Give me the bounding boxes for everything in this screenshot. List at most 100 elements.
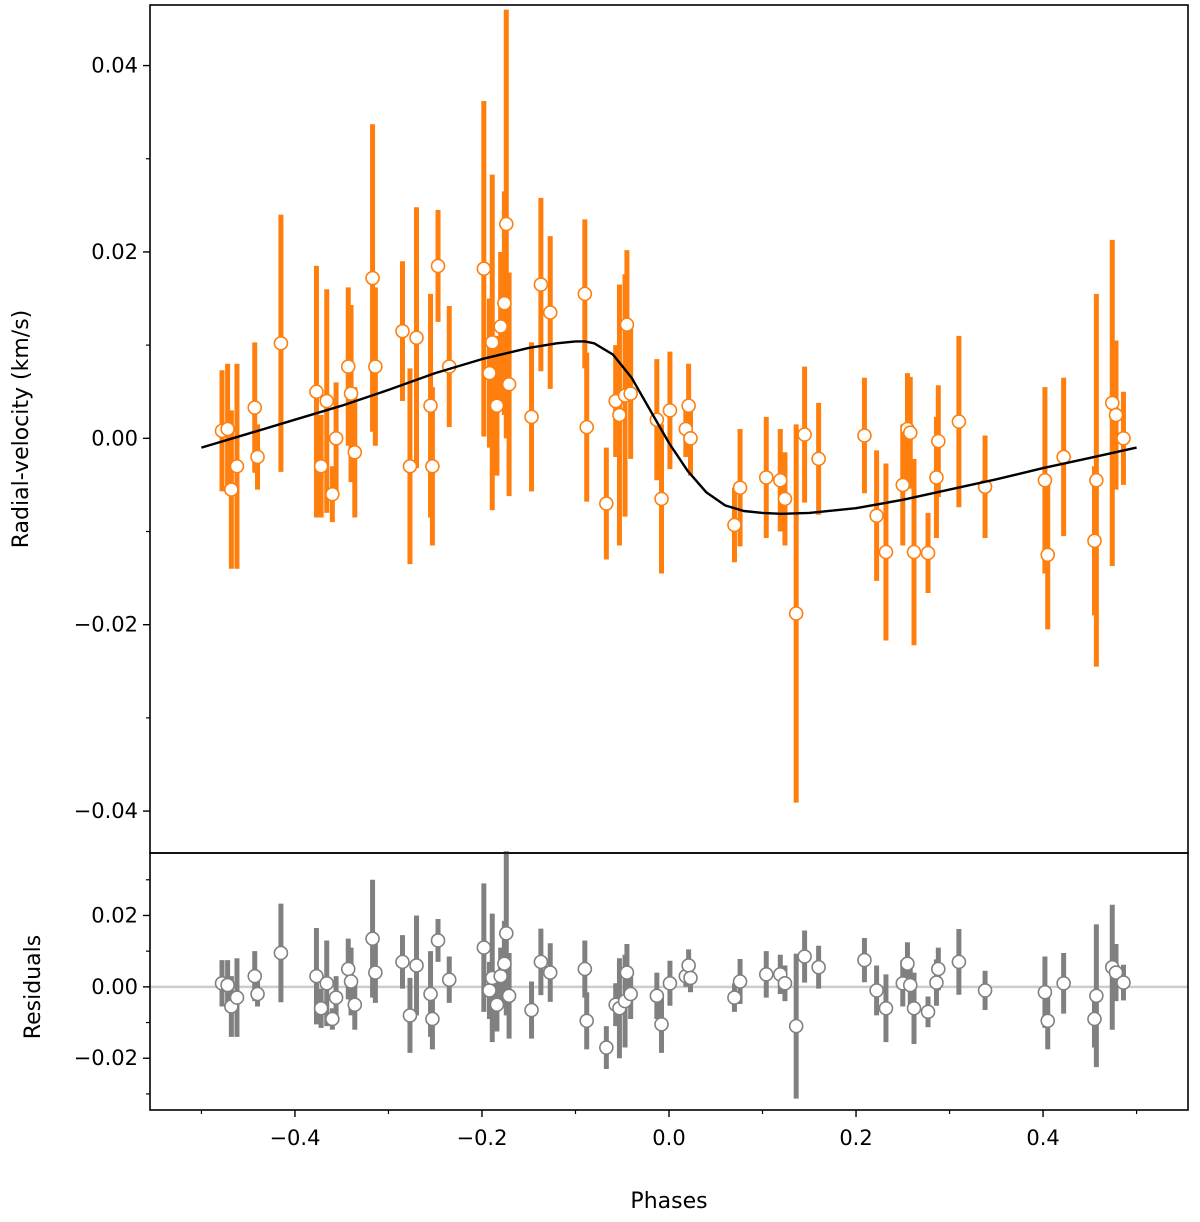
residual-point	[309, 968, 324, 984]
rv-point	[340, 359, 356, 374]
rv-point	[623, 386, 638, 401]
rv-point	[579, 419, 595, 435]
rv-point	[347, 444, 363, 460]
rv-point	[772, 472, 788, 488]
residual-point	[857, 952, 872, 968]
residual-point	[797, 949, 812, 964]
rv-point	[906, 544, 922, 560]
residual-point	[441, 972, 457, 988]
rv-point	[654, 491, 669, 507]
rv-point	[920, 545, 936, 561]
rv-point	[895, 477, 911, 493]
residual-point	[365, 931, 380, 946]
rv-y-axis-label: Radial-velocity (km/s)	[9, 310, 34, 549]
rv-point	[247, 400, 263, 415]
residual-point	[654, 1017, 669, 1032]
residual-point	[811, 959, 826, 975]
residual-point	[368, 965, 383, 980]
rv-point	[365, 270, 380, 286]
residual-point	[727, 990, 742, 1005]
residual-point	[878, 1000, 894, 1016]
residual-point	[482, 983, 497, 998]
rv-point	[423, 398, 438, 414]
rv-ytick-label: −0.02	[74, 613, 138, 637]
residual-point	[325, 1011, 340, 1027]
rv-point	[1037, 472, 1053, 488]
residual-point	[1087, 1011, 1102, 1027]
phases-x-axis: −0.4 −0.2 0.0 0.2 0.4	[200, 1110, 1138, 1150]
residual-point	[1089, 988, 1104, 1004]
residual-point	[542, 965, 558, 980]
residuals-ytick-label: 0.00	[91, 975, 138, 999]
rv-point	[857, 428, 872, 443]
rv-point	[402, 458, 418, 474]
residual-point	[1056, 975, 1071, 991]
residual-point	[869, 983, 884, 998]
rv-point	[758, 470, 774, 485]
residual-point	[951, 954, 967, 970]
phases-xtick-label: −0.4	[269, 1126, 320, 1150]
rv-ytick-label: 0.02	[91, 240, 138, 264]
rv-point	[869, 508, 884, 523]
residual-point	[533, 954, 549, 970]
residual-point	[273, 945, 289, 961]
residual-point	[599, 1040, 614, 1055]
residual-point	[247, 968, 263, 984]
residual-point	[409, 958, 424, 973]
rv-point	[1108, 407, 1124, 423]
residual-point	[788, 1018, 804, 1034]
residual-point	[931, 961, 946, 977]
rv-point	[395, 323, 410, 339]
residual-point	[476, 940, 492, 955]
residuals-plot-area	[150, 851, 1188, 1099]
phases-xtick-label: −0.2	[456, 1126, 507, 1150]
rv-point	[313, 458, 329, 474]
residuals-y-axis-label: Residuals	[21, 935, 46, 1039]
residual-point	[425, 1011, 440, 1027]
residual-point	[423, 986, 438, 1002]
rv-point	[878, 544, 894, 560]
rv-y-axis: −0.04 −0.02 0.00 0.02 0.04	[74, 54, 150, 823]
rv-point	[482, 365, 497, 381]
rv-point	[683, 431, 698, 446]
rv-point	[1089, 472, 1104, 488]
residual-point	[902, 977, 918, 993]
residual-point	[343, 974, 359, 989]
residual-point	[619, 965, 635, 980]
rv-point	[797, 427, 812, 442]
residual-point	[1040, 1013, 1056, 1029]
residuals-y-axis: −0.02 0.00 0.02	[74, 879, 150, 1095]
rv-point	[542, 305, 558, 320]
rv-point	[777, 491, 793, 507]
phases-xtick-label: 0.0	[652, 1126, 685, 1150]
residual-point	[220, 977, 235, 993]
residual-point	[313, 1000, 329, 1016]
rv-point	[229, 458, 245, 474]
rv-ytick-label: −0.04	[74, 799, 138, 823]
rv-point	[273, 335, 289, 351]
rv-point	[368, 359, 383, 374]
rv-markers	[214, 216, 1131, 621]
residual-point	[623, 986, 638, 1002]
rv-point	[309, 384, 324, 400]
residual-point	[430, 933, 446, 948]
rv-point	[577, 286, 593, 302]
residuals-panel: −0.02 0.00 0.02 −0.4 −0.2 0.0 0.2 0.4 Residual…	[21, 851, 1189, 1214]
residual-point	[1108, 965, 1124, 980]
residual-point	[340, 961, 356, 977]
rv-point	[220, 421, 235, 437]
residual-point	[906, 1000, 922, 1016]
rv-point	[489, 398, 505, 414]
rv-ytick-label: 0.04	[91, 54, 138, 78]
rv-point	[662, 403, 678, 418]
residual-point	[662, 975, 678, 991]
rv-point	[430, 258, 446, 274]
rv-point	[727, 517, 742, 533]
rv-point	[498, 216, 514, 232]
rv-point	[951, 414, 967, 429]
residual-point	[493, 968, 508, 984]
rv-point	[732, 480, 748, 496]
residual-point	[758, 967, 774, 982]
rv-point	[476, 261, 492, 277]
